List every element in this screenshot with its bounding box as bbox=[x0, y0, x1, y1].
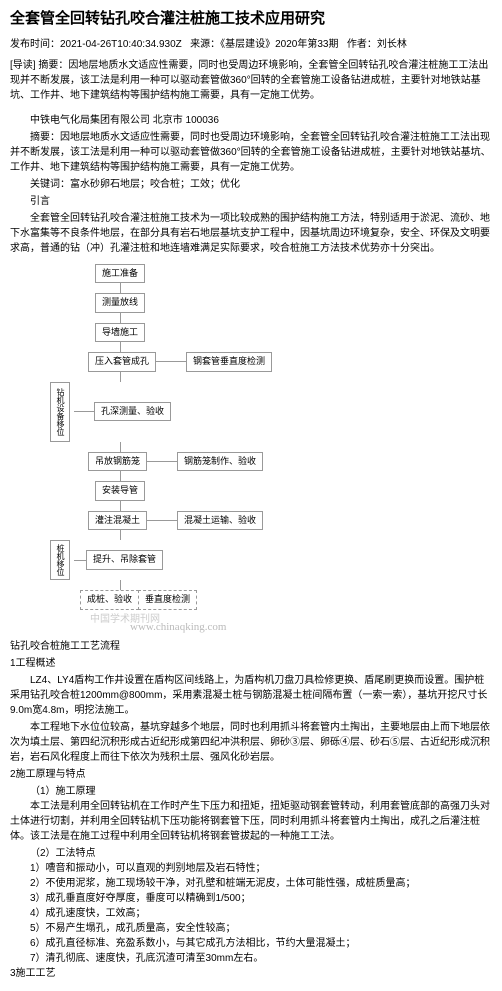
author-label: 作者： bbox=[347, 39, 377, 50]
affiliation: 中铁电气化局集团有限公司 北京市 100036 bbox=[10, 113, 492, 128]
flow-node-vert-final: 垂直度检测 bbox=[138, 590, 197, 610]
watermark-url: www.chinaqking.com bbox=[130, 619, 492, 636]
flow-node-prep: 施工准备 bbox=[95, 264, 145, 284]
intro-label: 引言 bbox=[10, 194, 492, 209]
flow-node-tremie: 安装导管 bbox=[95, 481, 145, 501]
flow-side-move: 钻机设备移位 bbox=[50, 382, 70, 442]
list-item-7: 7）清孔彻底、速度快，孔底沉渣可清至30mm左右。 bbox=[10, 951, 492, 966]
meta-line: 发布时间：2021-04-26T10:40:34.930Z 来源：《基层建设》2… bbox=[10, 37, 492, 52]
abstract-text: 因地层地质水文适应性需要，同时也受周边环境影响，全套管全回转钻孔咬合灌注桩施工工… bbox=[10, 60, 488, 101]
abstract-label: [导读] 摘要： bbox=[10, 60, 68, 71]
flow-node-cage: 吊放钢筋笼 bbox=[88, 452, 147, 472]
body-intro: 全套管全回转钻孔咬合灌注桩施工技术为一项比较成熟的围护结构施工方法，特别适用于淤… bbox=[10, 211, 492, 256]
flow-node-survey: 测量放线 bbox=[95, 293, 145, 313]
section-2: 2施工原理与特点 bbox=[10, 767, 492, 782]
list-item-6: 6）成孔直径标准、充盈系数小，与其它成孔方法相比，节约大量混凝土； bbox=[10, 936, 492, 951]
source: 《基层建设》2020年第33期 bbox=[220, 39, 338, 50]
flow-node-concrete: 灌注混凝土 bbox=[88, 511, 147, 531]
author: 刘长林 bbox=[377, 39, 407, 50]
list-item-3: 3）成孔垂直度好夺厚度，垂度可以精确到1/500； bbox=[10, 891, 492, 906]
flow-node-cage-make: 钢筋笼制作、验收 bbox=[177, 452, 263, 472]
keywords-label: 关键词： bbox=[30, 179, 70, 190]
pubtime: 2021-04-26T10:40:34.930Z bbox=[60, 39, 182, 50]
section-1: 1工程概述 bbox=[10, 656, 492, 671]
page-title: 全套管全回转钻孔咬合灌注桩施工技术应用研究 bbox=[10, 8, 492, 31]
keywords-line: 关键词：富水砂卵石地层；咬合桩；工效；优化 bbox=[10, 177, 492, 192]
keywords: 富水砂卵石地层；咬合桩；工效；优化 bbox=[70, 179, 240, 190]
list-item-5: 5）不易产生塌孔，成孔质量高，安全性较高； bbox=[10, 921, 492, 936]
flow-node-depth: 孔深测量、验收 bbox=[94, 402, 171, 422]
flow-node-guide-wall: 导墙施工 bbox=[95, 323, 145, 343]
list-item-2: 2）不使用泥浆，施工现场较干净，对孔壁和桩端无泥皮，土体可能性强，成桩质量高； bbox=[10, 876, 492, 891]
sub-2-1: （1）施工原理 bbox=[10, 784, 492, 799]
sub-2-2: （2）工法特点 bbox=[10, 846, 492, 861]
section-3: 3施工工艺 bbox=[10, 966, 492, 981]
source-label: 来源： bbox=[190, 39, 220, 50]
list-item-4: 4）成孔速度快，工效高； bbox=[10, 906, 492, 921]
flowchart: 施工准备 测量放线 导墙施工 压入套管成孔 钢套管垂直度检测 钻机设备移位 孔深… bbox=[50, 264, 492, 636]
flow-node-casing: 压入套管成孔 bbox=[88, 352, 156, 372]
flow-node-complete: 成桩、验收 bbox=[80, 590, 139, 610]
pubtime-label: 发布时间： bbox=[10, 39, 60, 50]
flow-node-vert-check: 钢套管垂直度检测 bbox=[186, 352, 272, 372]
para-2: 本工程地下水位位较高，基坑穿越多个地层，同时也利用抓斗将套管内土掏出，主要地层由… bbox=[10, 720, 492, 765]
figure-caption: 钻孔咬合桩施工工艺流程 bbox=[10, 639, 492, 654]
body-abstract: 摘要：因地层地质水文适应性需要，同时也受周边环境影响，全套管全回转钻孔咬合灌注桩… bbox=[10, 130, 492, 175]
lead-abstract: [导读] 摘要：因地层地质水文适应性需要，同时也受周边环境影响，全套管全回转钻孔… bbox=[10, 58, 492, 103]
para-3: 本工法是利用全回转钻机在工作时产生下压力和扭矩，扭矩驱动钢套管转动，利用套管底部… bbox=[10, 799, 492, 844]
flow-node-concrete-acc: 混凝土运输、验收 bbox=[177, 511, 263, 531]
flow-side-pile-move: 桩机移位 bbox=[50, 540, 70, 580]
list-item-1: 1）嘈音和振动小，可以直观的判别地层及岩石特性； bbox=[10, 861, 492, 876]
flow-node-extract: 提升、吊除套管 bbox=[86, 550, 163, 570]
para-1: LZ4、LY4盾构工作井设置在盾构区间线路上，为盾构机刀盘刀具检修更换、盾尾刷更… bbox=[10, 673, 492, 718]
